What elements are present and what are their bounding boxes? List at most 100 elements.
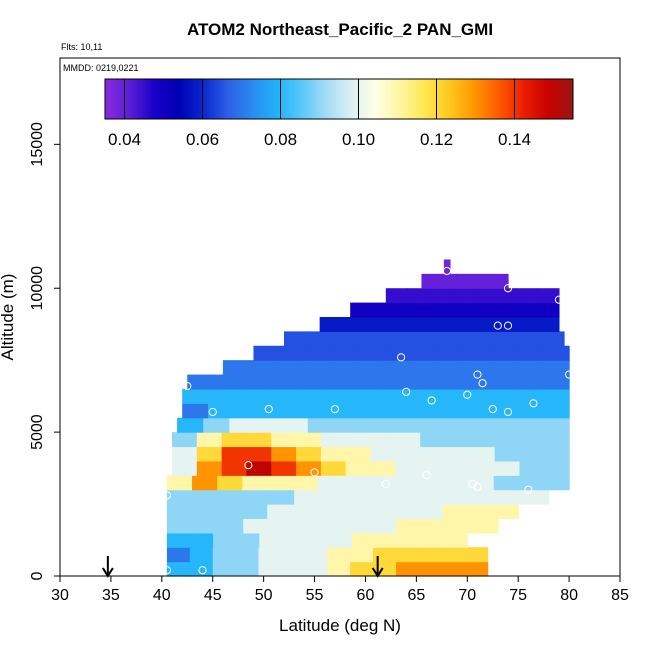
heatmap-cell — [393, 475, 419, 491]
heatmap-cell — [440, 403, 467, 419]
heatmap-cell — [345, 460, 372, 476]
heatmap-cell — [319, 489, 346, 505]
heatmap-cell — [311, 403, 338, 419]
heatmap-cell — [405, 374, 434, 390]
heatmap-cell — [414, 403, 441, 419]
heatmap-cell — [440, 388, 467, 404]
heatmap-cell — [166, 547, 191, 563]
heatmap-cell — [317, 504, 344, 520]
heatmap-cell — [397, 532, 422, 548]
heatmap-cell — [333, 417, 361, 433]
y-tick-label: 10000 — [29, 266, 46, 311]
heatmap-cell — [490, 417, 518, 433]
heatmap-cell — [276, 360, 304, 376]
heatmap-cell — [543, 388, 570, 404]
x-tick-label: 30 — [51, 587, 69, 604]
heatmap-cell — [235, 547, 260, 563]
heatmap-cell — [356, 360, 384, 376]
heatmap-cell — [192, 518, 219, 534]
heatmap-cell — [213, 532, 237, 548]
heatmap-cell — [421, 518, 448, 534]
heatmap-cell — [395, 446, 421, 462]
heatmap-cell — [187, 374, 216, 390]
heatmap-cell — [534, 317, 560, 332]
heatmap-cell — [259, 532, 284, 548]
heatmap-cell — [463, 317, 488, 332]
heatmap-cell — [345, 446, 372, 462]
heatmap-cell — [342, 475, 369, 491]
heatmap-cell — [450, 288, 473, 304]
heatmap-cell — [236, 532, 260, 548]
heatmap-cell — [259, 403, 286, 419]
data-point — [264, 404, 273, 414]
heatmap-cell — [513, 331, 540, 347]
heatmap-cell — [388, 388, 415, 404]
heatmap-cell — [172, 446, 198, 462]
heatmap-cell — [446, 489, 473, 505]
heatmap-cell — [411, 331, 438, 347]
heatmap-cell — [246, 460, 272, 476]
heatmap-cell — [516, 417, 544, 433]
heatmap-cell — [350, 561, 374, 577]
heatmap-cell — [385, 331, 412, 347]
heatmap-cell — [468, 475, 495, 491]
heatmap-cell — [543, 475, 570, 491]
heatmap-cell — [542, 360, 570, 376]
heatmap-cell — [360, 331, 387, 347]
x-tick-label: 40 — [153, 587, 171, 604]
heatmap-cell — [242, 475, 269, 491]
heatmap-cell — [421, 489, 448, 505]
heatmap-cell — [436, 331, 463, 347]
data-point — [396, 353, 406, 362]
heatmap-cell — [217, 475, 243, 491]
heatmap-cell — [494, 460, 521, 476]
heatmap-cell — [279, 345, 307, 361]
heatmap-cell — [469, 460, 496, 476]
heatmap-cell — [221, 432, 248, 448]
heatmap-cell — [515, 360, 544, 376]
data-point — [330, 404, 340, 414]
data-point — [244, 461, 253, 470]
heatmap-cell — [222, 360, 251, 376]
heatmap-cell — [285, 388, 312, 404]
heatmap-cell — [329, 360, 357, 376]
data-point — [473, 370, 482, 379]
colorbar-tick-label: 0.08 — [264, 130, 297, 149]
heatmap-cell — [189, 561, 214, 577]
plot-frame — [59, 57, 621, 577]
heatmap-cell — [517, 403, 544, 419]
heatmap-cell — [464, 417, 492, 433]
heatmap-cell — [544, 446, 570, 462]
heatmap-cell — [296, 460, 322, 476]
plot-area — [102, 259, 574, 578]
heatmap-cell — [166, 504, 193, 520]
colorbar-tick-label: 0.06 — [186, 130, 219, 149]
heatmap-cell — [336, 403, 364, 419]
heatmap-cell — [292, 504, 319, 520]
heatmap-cell — [515, 288, 538, 304]
heatmap-cell — [412, 417, 440, 433]
data-point — [524, 485, 533, 494]
heatmap-cell — [373, 547, 397, 563]
heatmap-cell — [350, 302, 374, 318]
heatmap-cell — [415, 317, 440, 332]
heatmap-cell — [271, 432, 297, 448]
heatmap-cell — [438, 273, 457, 289]
heatmap-cell — [544, 460, 570, 476]
heatmap-cell — [307, 417, 335, 433]
heatmap-cell — [196, 460, 223, 476]
data-point — [503, 284, 513, 293]
heatmap-cell — [358, 345, 386, 361]
heatmap-cell — [420, 446, 446, 462]
heatmap-cell — [460, 374, 488, 390]
data-point — [503, 407, 513, 417]
heatmap-cell — [411, 345, 439, 361]
heatmap-cell — [494, 446, 521, 462]
heatmap-cell — [217, 518, 244, 534]
heatmap-cell — [493, 475, 520, 491]
heatmap-cell — [462, 331, 489, 347]
heatmap-cell — [418, 561, 443, 577]
heatmap-cell — [207, 388, 235, 404]
heatmap-cell — [392, 504, 419, 520]
data-point — [478, 379, 487, 388]
